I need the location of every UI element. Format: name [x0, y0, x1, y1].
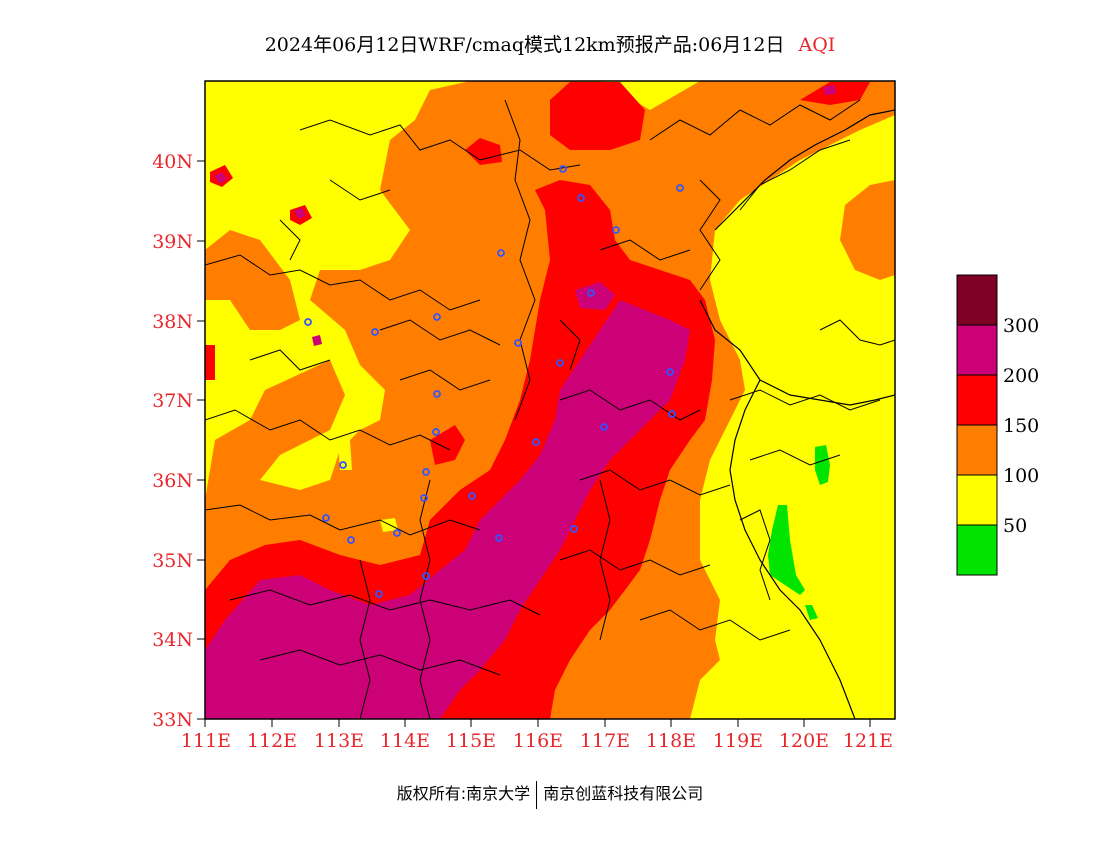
aqi-fill-layer [205, 81, 895, 719]
city-marker [514, 339, 522, 347]
city-marker [433, 390, 441, 398]
legend-label: 100 [1003, 465, 1039, 487]
lat-label: 39N [152, 231, 193, 253]
city-marker [600, 423, 608, 431]
legend-label: 300 [1003, 315, 1039, 337]
title-variable: AQI [798, 34, 836, 56]
aqi-unhealthy-spot [465, 138, 502, 165]
city-marker [304, 318, 312, 326]
aqi-legend: 50 100 150 200 300 [956, 274, 1039, 576]
copyright-footer: 版权所有:南京大学 南京创蓝科技有限公司 [0, 780, 1100, 809]
lat-axis [197, 160, 205, 720]
legend-swatch-usg [957, 425, 997, 475]
legend-swatch-hazardous [957, 275, 997, 325]
city-marker [570, 525, 578, 533]
aqi-unhealthy-region [205, 180, 715, 719]
lat-label: 40N [152, 151, 193, 173]
aqi-usg-region-west [205, 230, 300, 330]
footer-separator [536, 780, 538, 809]
city-marker [666, 368, 674, 376]
lon-label: 117E [580, 730, 630, 752]
city-marker [422, 572, 430, 580]
aqi-very-unhealthy-spot [312, 335, 322, 346]
lon-label: 118E [646, 730, 696, 752]
lon-axis [204, 719, 871, 727]
city-marker [495, 534, 503, 542]
city-marker [532, 438, 540, 446]
lat-label: 36N [152, 470, 193, 492]
aqi-usg-region-east [840, 180, 895, 280]
aqi-very-unhealthy-region [205, 300, 690, 719]
city-marker [347, 536, 355, 544]
lon-label: 121E [843, 730, 893, 752]
aqi-good-region [768, 505, 805, 595]
city-marker [556, 359, 564, 367]
aqi-very-unhealthy-spot [294, 208, 306, 219]
title-main: 2024年06月12日WRF/cmaq模式12km预报产品:06月12日 [264, 34, 785, 56]
aqi-moderate-pocket [320, 140, 360, 185]
map-title: 2024年06月12日WRF/cmaq模式12km预报产品:06月12日 AQI [0, 30, 1100, 57]
city-marker [676, 184, 684, 192]
city-marker [612, 226, 620, 234]
city-marker [422, 468, 430, 476]
city-marker [497, 249, 505, 257]
aqi-unhealthy-region-north [550, 82, 645, 150]
copyright-left: 版权所有:南京大学 [396, 784, 531, 803]
legend-swatch-very-unhealthy [957, 325, 997, 375]
aqi-very-unhealthy-spot [214, 172, 227, 184]
city-marker [375, 590, 383, 598]
city-marker [577, 194, 585, 202]
aqi-good-region [815, 445, 830, 485]
aqi-very-unhealthy-spot [823, 85, 836, 95]
aqi-unhealthy-spot [430, 425, 465, 465]
legend-swatch-unhealthy [957, 375, 997, 425]
lon-label: 119E [713, 730, 763, 752]
lat-label: 33N [152, 709, 193, 731]
city-markers [304, 165, 684, 598]
boundary-lines [205, 99, 895, 719]
city-marker [668, 410, 676, 418]
city-marker [322, 514, 330, 522]
aqi-very-unhealthy-spot [575, 282, 615, 310]
lat-label: 35N [152, 550, 193, 572]
city-marker [393, 529, 401, 537]
city-marker [433, 313, 441, 321]
lat-label: 38N [152, 311, 193, 333]
lon-label: 114E [380, 730, 430, 752]
city-marker [432, 428, 440, 436]
lat-tick-labels: 33N 34N 35N 36N 37N 38N 39N 40N [152, 151, 193, 731]
lat-label: 34N [152, 629, 193, 651]
lon-label: 111E [181, 730, 231, 752]
city-marker [559, 165, 567, 173]
city-marker [420, 494, 428, 502]
aqi-unhealthy-spot [205, 345, 215, 380]
lon-label: 112E [247, 730, 297, 752]
city-marker [468, 492, 476, 500]
lon-label: 115E [446, 730, 496, 752]
lon-tick-labels: 111E 112E 113E 114E 115E 116E 117E 118E … [181, 730, 893, 752]
lon-label: 116E [513, 730, 563, 752]
aqi-good-region [805, 605, 818, 620]
lat-label: 37N [152, 390, 193, 412]
city-marker [587, 289, 595, 297]
legend-label: 200 [1003, 365, 1039, 387]
legend-label: 150 [1003, 415, 1039, 437]
legend-label: 50 [1003, 515, 1027, 537]
copyright-right: 南京创蓝科技有限公司 [543, 784, 704, 803]
lon-label: 120E [779, 730, 829, 752]
lon-label: 113E [314, 730, 364, 752]
coastline [699, 109, 895, 719]
legend-swatch-moderate [957, 475, 997, 525]
legend-swatch-good [957, 525, 997, 575]
city-marker [371, 328, 379, 336]
city-marker [339, 461, 347, 469]
